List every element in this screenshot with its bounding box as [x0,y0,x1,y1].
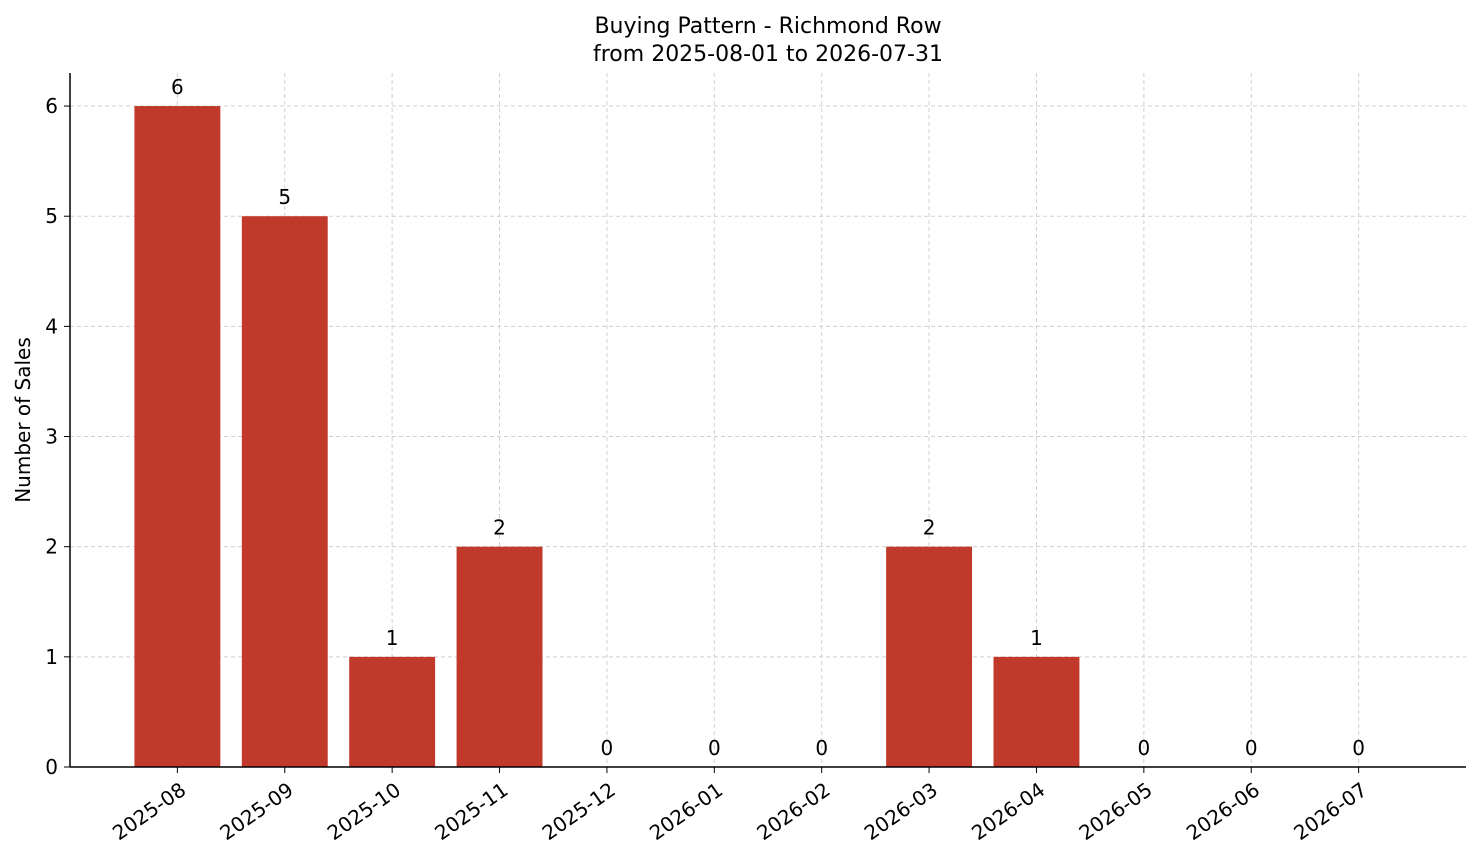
x-tick-label: 2025-08 [108,777,190,845]
y-tick-label: 1 [45,645,58,669]
data-label: 5 [278,185,291,209]
y-axis-label: Number of Sales [11,337,35,503]
data-label: 1 [1030,626,1043,650]
bar [993,656,1080,767]
x-tick-label: 2026-04 [967,777,1049,845]
x-tick-label: 2026-03 [860,777,942,845]
data-label: 0 [1352,736,1365,760]
bar [134,106,221,768]
bars [134,106,1080,768]
bar [886,546,973,767]
bar [349,656,436,767]
x-tick-label: 2026-02 [752,777,834,845]
y-tick-label: 0 [45,755,58,779]
chart-title: Buying Pattern - Richmond Row [594,14,941,39]
y-tick-label: 3 [45,425,58,449]
y-tick-label: 2 [45,535,58,559]
x-tick-label: 2025-11 [430,777,512,845]
data-label: 0 [815,736,828,760]
bar [456,546,543,767]
y-tick-label: 4 [45,314,58,338]
chart-subtitle: from 2025-08-01 to 2026-07-31 [593,42,943,67]
data-label: 1 [386,626,399,650]
data-label: 0 [601,736,614,760]
y-tick-label: 6 [45,94,58,118]
data-label: 0 [1137,736,1150,760]
data-label: 0 [1245,736,1258,760]
x-tick-label: 2026-07 [1289,777,1371,845]
x-tick-label: 2025-10 [323,777,405,845]
x-tick-label: 2026-01 [645,777,727,845]
data-label: 6 [171,75,184,99]
x-tick-label: 2025-09 [215,777,297,845]
x-tick-label: 2025-12 [538,777,620,845]
data-label: 2 [493,516,506,540]
x-tick-label: 2026-05 [1074,777,1156,845]
x-tick-label: 2026-06 [1182,777,1264,845]
y-tick-label: 5 [45,204,58,228]
data-label: 0 [708,736,721,760]
data-label: 2 [923,516,936,540]
bar [241,216,328,767]
